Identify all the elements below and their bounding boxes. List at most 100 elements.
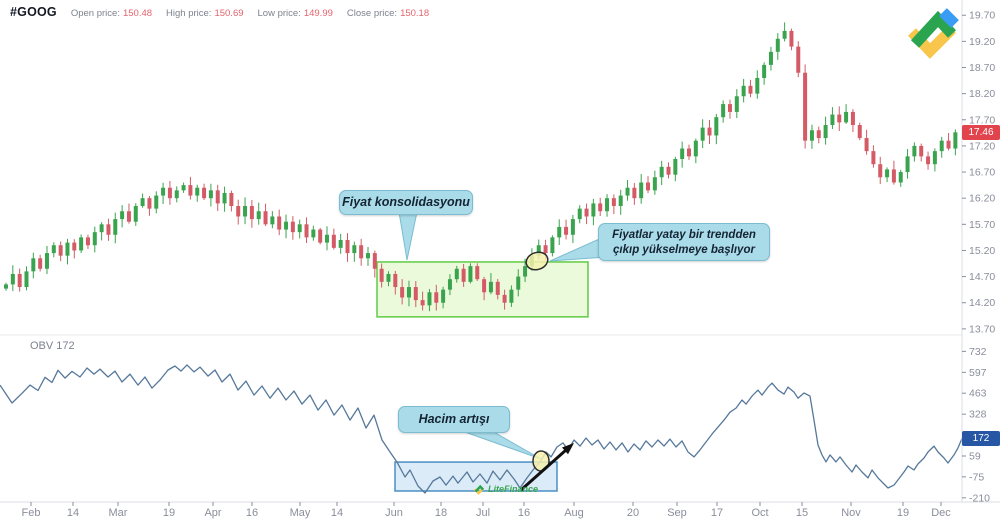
price-tick-label: 16.70	[969, 167, 995, 179]
candle-body	[926, 156, 931, 165]
candle-body	[447, 279, 452, 290]
candle-body	[140, 198, 145, 207]
candle-body	[229, 192, 234, 207]
candle-body	[755, 77, 760, 94]
obv-tick-label: -210	[969, 492, 990, 504]
candle-body	[557, 226, 562, 238]
candle-body	[413, 287, 418, 301]
candle-body	[38, 258, 43, 269]
candle-body	[10, 273, 15, 285]
candle-body	[195, 187, 200, 196]
time-tick-label: 18	[435, 507, 447, 519]
candle-body	[878, 164, 883, 178]
last-price-badge: 17.46	[962, 125, 1000, 140]
candle-body	[809, 130, 814, 141]
candle-body	[625, 187, 630, 196]
candle-body	[666, 166, 671, 175]
candle-body	[748, 85, 753, 94]
litefinance-watermark-icon	[473, 484, 485, 495]
candle-body	[898, 172, 903, 183]
candle-body	[406, 287, 411, 298]
candle-body	[249, 206, 254, 220]
candle-body	[741, 85, 746, 97]
time-tick-label: Jul	[476, 507, 490, 519]
obv-line	[0, 364, 963, 494]
candle-body	[598, 203, 603, 212]
candle-body	[461, 268, 466, 282]
time-tick-label: Mar	[109, 507, 128, 519]
obv-tick-label: 59	[969, 451, 981, 463]
candle-body	[953, 132, 958, 149]
candle-body	[24, 271, 29, 288]
candle-body	[844, 111, 849, 123]
candle-body	[434, 292, 439, 303]
candle-body	[79, 237, 84, 251]
candle-body	[113, 219, 118, 235]
candle-body	[85, 237, 90, 246]
close-price-value: 150.18	[400, 8, 430, 19]
candle-body	[946, 140, 951, 149]
candle-body	[215, 190, 220, 204]
candle-body	[304, 224, 309, 238]
candle-body	[379, 268, 384, 282]
watermark-text: LiteFinance	[488, 484, 539, 494]
candle-body	[700, 127, 705, 141]
candle-body	[31, 258, 36, 272]
trend-arrow	[520, 448, 567, 492]
time-scale[interactable]	[0, 502, 1000, 520]
low-price-field: Low price: 149.99	[257, 8, 333, 19]
candle-body	[857, 125, 862, 139]
time-tick-label: Feb	[22, 507, 41, 519]
time-tick-label: Aug	[564, 507, 584, 519]
litefinance-logo-icon	[908, 8, 959, 59]
candle-body	[297, 224, 302, 233]
annotation-breakout-line2: çıkıp yükselmeye başlıyor	[613, 243, 755, 256]
candle-body	[871, 151, 876, 165]
high-price-field: High price: 150.69	[166, 8, 244, 19]
candle-body	[331, 234, 336, 248]
candle-body	[885, 169, 890, 178]
candle-body	[768, 51, 773, 65]
high-price-value: 150.69	[214, 8, 244, 19]
price-tick-label: 19.70	[969, 10, 995, 22]
candle-body	[734, 96, 739, 112]
candle-body	[4, 284, 8, 289]
watermark: LiteFinance	[473, 483, 538, 495]
price-tick-label: 15.70	[969, 219, 995, 231]
time-tick-label: 17	[711, 507, 723, 519]
candle-body	[290, 221, 295, 233]
candle-body	[263, 211, 268, 225]
candle-body	[338, 240, 343, 248]
candle-body	[816, 130, 821, 139]
price-scale[interactable]	[962, 0, 1000, 502]
time-tick-label: Apr	[204, 507, 221, 519]
candle-body	[659, 166, 664, 178]
price-tick-label: 14.20	[969, 297, 995, 309]
candle-body	[932, 151, 937, 165]
candle-body	[803, 72, 808, 141]
candle-body	[605, 198, 610, 212]
candle-body	[236, 206, 241, 217]
symbol-title: #GOOG	[10, 5, 57, 19]
low-price-value: 149.99	[303, 8, 333, 19]
candle-body	[99, 224, 104, 233]
obv-tick-label: -75	[969, 471, 984, 483]
annotation-volume-increase: Hacim artışı	[398, 406, 510, 433]
candle-body	[495, 281, 500, 295]
obv-tick-label: 328	[969, 409, 987, 421]
candle-body	[243, 206, 248, 217]
candle-body	[789, 30, 794, 47]
candle-body	[618, 195, 623, 207]
candle-body	[202, 187, 207, 199]
time-tick-label: Oct	[751, 507, 768, 519]
candle-body	[782, 30, 787, 39]
candle-body	[161, 187, 166, 196]
time-tick-label: 20	[627, 507, 639, 519]
obv-indicator-label: OBV 172	[30, 340, 75, 352]
obv-tick-label: 732	[969, 346, 987, 358]
time-tick-label: 14	[331, 507, 343, 519]
candle-body	[126, 211, 131, 222]
